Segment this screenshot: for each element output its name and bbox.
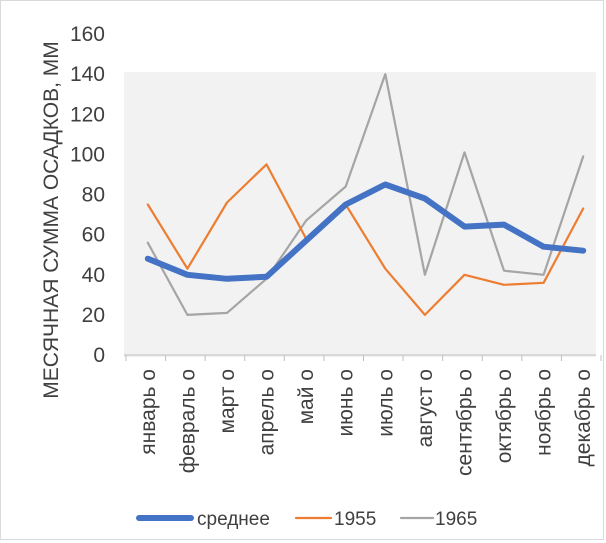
x-tick-label: февраль о (176, 369, 199, 473)
legend-label: среднее (197, 509, 270, 530)
x-tick-label: сентябрь о (453, 369, 476, 476)
legend-label: 1955 (334, 509, 376, 530)
y-tick-label: 100 (70, 143, 105, 166)
y-tick-label: 40 (82, 264, 105, 287)
y-tick-label: 160 (70, 23, 105, 46)
x-tick-label: январь о (137, 369, 160, 455)
x-tick-label: май о (295, 369, 318, 424)
legend-label: 1965 (435, 509, 477, 530)
y-tick-label: 80 (82, 184, 105, 207)
x-tick-label: июль о (374, 369, 397, 437)
x-tick-label: июнь о (335, 369, 358, 437)
y-tick-label: 140 (70, 63, 105, 86)
x-tick-label: март о (216, 369, 239, 433)
y-tick-label: 120 (70, 103, 105, 126)
x-tick-label: ноябрь о (533, 369, 556, 456)
x-tick-label: декабрь о (572, 369, 595, 466)
y-tick-label: 0 (93, 344, 105, 367)
legend: среднее 1955 1965 (139, 509, 477, 530)
x-axis-ticks: январь о февраль о март о апрель о май о июнь… (126, 355, 601, 476)
y-tick-label: 20 (82, 304, 105, 327)
y-axis-title: МЕСЯЧНАЯ СУММА ОСАДКОВ, ММ (40, 41, 63, 399)
x-tick-label: август о (414, 369, 437, 447)
y-axis-ticks: 0 20 40 60 80 100 120 140 160 (70, 23, 105, 367)
x-tick-label: октябрь о (493, 369, 516, 463)
x-tick-label: апрель о (256, 369, 279, 455)
y-tick-label: 60 (82, 224, 105, 247)
